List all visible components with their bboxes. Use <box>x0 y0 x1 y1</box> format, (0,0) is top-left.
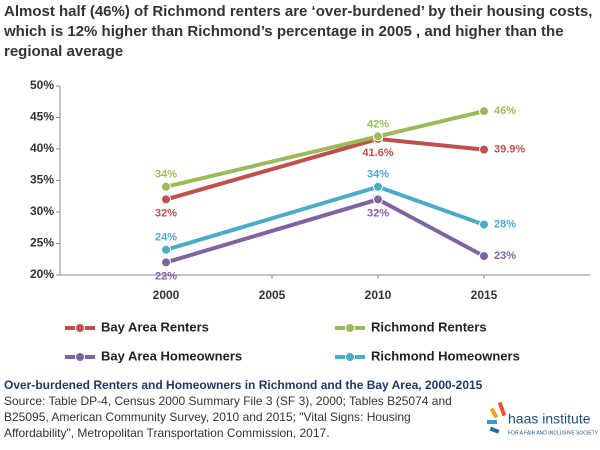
marker <box>161 244 171 255</box>
data-label: 23% <box>494 250 516 262</box>
data-label: 24% <box>155 232 177 244</box>
data-label: 32% <box>367 207 389 219</box>
logo-mark <box>489 407 499 419</box>
y-tick-label: 50% <box>30 78 54 92</box>
marker <box>161 194 171 205</box>
legend-label: Bay Area Homeowners <box>101 348 242 363</box>
legend-marker <box>345 323 355 333</box>
logo-mark <box>487 420 497 424</box>
x-tick-label: 2005 <box>259 288 286 302</box>
data-label: 46% <box>494 105 516 117</box>
logo-mark <box>497 401 507 417</box>
data-label: 34% <box>367 169 389 181</box>
marker <box>479 251 489 262</box>
x-tick-label: 2010 <box>365 288 392 302</box>
chart-title-line: which is 12% higher than Richmond’s perc… <box>3 23 564 40</box>
legend-marker <box>75 352 85 362</box>
legend-marker <box>75 323 85 333</box>
data-label: 39.9% <box>494 144 525 156</box>
marker <box>161 257 171 268</box>
caption: Over-burdened Renters and Homeowners in … <box>4 378 483 392</box>
legend-label: Bay Area Renters <box>101 319 209 334</box>
logo-name: haas institute <box>508 411 591 427</box>
legend-label: Richmond Homeowners <box>371 348 520 363</box>
data-label: 28% <box>494 219 516 231</box>
marker <box>479 106 489 117</box>
marker <box>161 181 171 192</box>
logo-mark <box>489 426 500 434</box>
y-tick-label: 45% <box>30 110 54 124</box>
logo: haas institute FOR A FAIR AND INCLUSIVE … <box>487 401 599 436</box>
chart-title-line: Almost half (46%) of Richmond renters ar… <box>4 3 592 20</box>
y-tick-label: 20% <box>30 267 54 281</box>
x-tick-label: 2015 <box>471 288 498 302</box>
source-line: B25095, American Community Survey, 2010 … <box>4 410 411 424</box>
x-tick-label: 2000 <box>153 288 180 302</box>
series-line <box>165 109 485 189</box>
legend-marker <box>345 352 355 362</box>
marker <box>373 181 383 192</box>
source-line: Affordability", Metropolitan Transportat… <box>4 426 330 440</box>
data-label: 32% <box>155 207 177 219</box>
marker <box>373 131 383 142</box>
data-label: 42% <box>367 118 389 130</box>
y-tick-label: 30% <box>30 204 54 218</box>
logo-tagline: FOR A FAIR AND INCLUSIVE SOCIETY <box>508 430 599 436</box>
marker <box>479 144 489 155</box>
chart-title-line: regional average <box>4 43 123 60</box>
data-label: 22% <box>155 270 177 282</box>
data-label: 34% <box>155 169 177 181</box>
legend-label: Richmond Renters <box>371 319 487 334</box>
series-line <box>165 184 485 252</box>
marker <box>373 194 383 205</box>
y-tick-label: 35% <box>30 173 54 187</box>
y-tick-label: 40% <box>30 141 54 155</box>
y-tick-label: 25% <box>30 236 54 250</box>
marker <box>479 219 489 230</box>
source-line: Source: Table DP-4, Census 2000 Summary … <box>4 394 452 408</box>
data-label: 41.6% <box>362 147 393 159</box>
